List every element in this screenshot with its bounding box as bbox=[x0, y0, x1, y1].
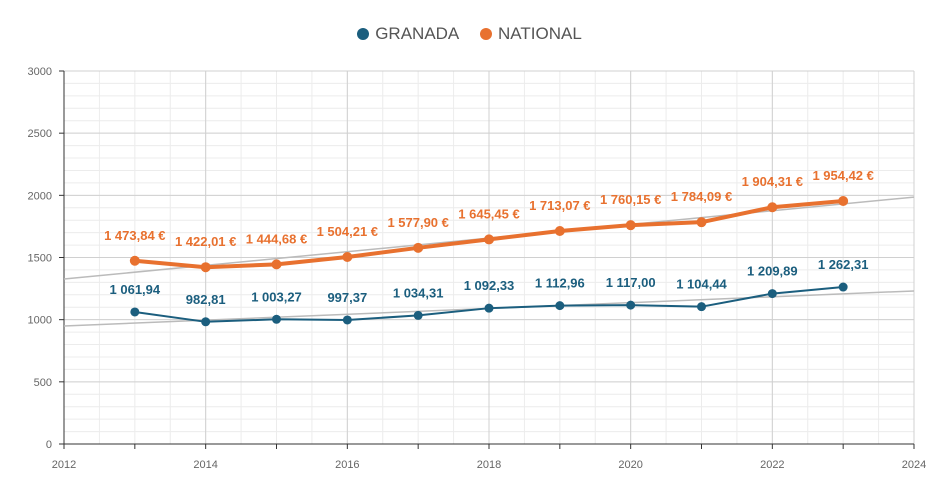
data-point-national bbox=[696, 217, 707, 228]
data-point-granada bbox=[413, 310, 423, 320]
data-label-national: 1 904,31 € bbox=[742, 174, 803, 189]
data-point-granada bbox=[484, 303, 494, 313]
x-tick-label: 2014 bbox=[193, 459, 217, 471]
data-label-national: 1 444,68 € bbox=[246, 231, 307, 246]
data-point-granada bbox=[697, 302, 706, 312]
data-label-granada: 1 262,31 bbox=[818, 257, 869, 272]
data-label-national: 1 760,15 € bbox=[600, 192, 661, 207]
y-tick-label: 0 bbox=[46, 439, 52, 451]
legend-label-granada: GRANADA bbox=[375, 24, 460, 43]
legend-label-national: NATIONAL bbox=[498, 24, 582, 43]
data-point-national bbox=[342, 251, 353, 262]
data-label-national: 1 473,84 € bbox=[104, 228, 165, 243]
data-point-national bbox=[413, 242, 424, 253]
data-label-national: 1 784,09 € bbox=[671, 189, 732, 204]
x-tick-label: 2022 bbox=[760, 459, 784, 471]
data-point-national bbox=[200, 262, 211, 273]
data-point-granada bbox=[626, 300, 636, 310]
data-label-granada: 1 209,89 bbox=[747, 264, 798, 279]
data-label-national: 1 645,45 € bbox=[458, 206, 519, 221]
x-tick-label: 2016 bbox=[335, 459, 359, 471]
data-point-granada bbox=[272, 314, 281, 324]
y-tick-label: 2000 bbox=[28, 190, 52, 202]
data-point-national bbox=[625, 220, 636, 231]
data-label-granada: 1 104,44 bbox=[676, 277, 727, 292]
data-point-granada bbox=[342, 315, 352, 325]
data-point-granada bbox=[767, 289, 777, 299]
x-tick-label: 2024 bbox=[902, 459, 926, 471]
y-tick-label: 1000 bbox=[28, 315, 52, 327]
data-point-national bbox=[767, 202, 778, 213]
data-label-granada: 1 034,31 bbox=[393, 285, 444, 300]
data-label-granada: 1 112,96 bbox=[535, 276, 585, 291]
data-point-granada bbox=[201, 317, 211, 327]
x-tick-label: 2012 bbox=[52, 459, 76, 471]
data-label-national: 1 504,21 € bbox=[317, 224, 378, 239]
data-point-granada bbox=[130, 307, 140, 317]
legend-item-granada[interactable]: GRANADA bbox=[357, 24, 459, 44]
x-tick-label: 2018 bbox=[477, 459, 501, 471]
data-label-national: 1 954,42 € bbox=[812, 168, 873, 183]
data-point-national bbox=[554, 226, 565, 237]
x-tick-label: 2020 bbox=[618, 459, 642, 471]
data-point-granada bbox=[555, 301, 565, 311]
data-label-national: 1 422,01 € bbox=[175, 234, 236, 249]
data-label-granada: 1 003,27 bbox=[251, 289, 302, 304]
legend-marker-national bbox=[480, 28, 493, 40]
data-point-national bbox=[484, 234, 494, 245]
data-point-national bbox=[129, 255, 140, 266]
data-point-granada bbox=[838, 282, 848, 292]
y-tick-label: 3000 bbox=[28, 66, 52, 78]
y-tick-label: 2500 bbox=[28, 128, 52, 140]
data-label-granada: 1 061,94 bbox=[110, 282, 161, 297]
data-point-national bbox=[838, 196, 849, 207]
data-label-granada: 997,37 bbox=[327, 290, 367, 305]
data-label-granada: 1 092,33 bbox=[464, 278, 515, 293]
data-label-national: 1 713,07 € bbox=[529, 198, 590, 213]
y-tick-label: 500 bbox=[34, 377, 52, 389]
legend: GRANADA NATIONAL bbox=[0, 24, 939, 44]
data-label-granada: 982,81 bbox=[186, 292, 226, 307]
y-tick-label: 1500 bbox=[28, 253, 52, 265]
data-point-national bbox=[271, 259, 282, 270]
data-label-national: 1 577,90 € bbox=[387, 215, 448, 230]
data-label-granada: 1 117,00 bbox=[606, 275, 656, 290]
legend-marker-granada bbox=[357, 28, 370, 40]
legend-item-national[interactable]: NATIONAL bbox=[480, 24, 582, 44]
